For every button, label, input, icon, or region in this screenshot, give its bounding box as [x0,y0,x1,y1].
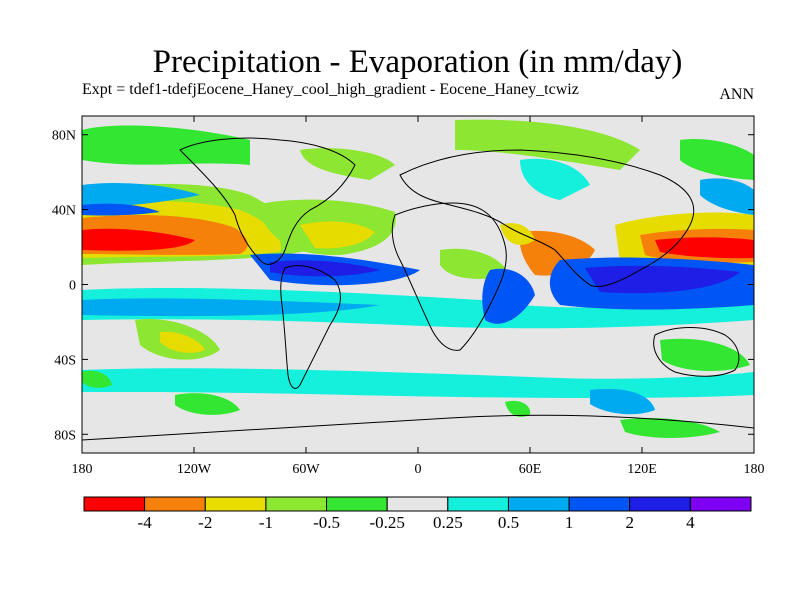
lat-tick-label: 0 [69,279,76,294]
axis-ticks: 80N 40N 0 40S 80S 180 120W 60W 0 60E 120E 180 [52,116,765,477]
field-region [590,388,655,415]
colorbar-label: 2 [625,513,634,532]
lon-tick-label: 180 [72,462,93,477]
colorbar-swatch [386,496,449,512]
coastline-australia [653,327,740,377]
colorbar-swatch [83,496,146,512]
colorbar-label: -1 [259,513,273,532]
coastline-north-america [179,137,356,265]
field-region [300,148,395,180]
lon-tick-label: 60W [292,462,320,477]
field-region [660,338,750,372]
lon-tick-label: 120W [177,462,212,477]
field-region [82,183,200,207]
colorbar-swatch [629,496,691,512]
field-region [270,260,380,277]
map-panel: 80N 40N 0 40S 80S 180 120W 60W 0 60E 120E 180 [52,115,765,477]
lat-tick-label: 80S [54,428,76,443]
field-region [520,158,590,200]
colorbar-swatch [689,496,752,512]
field-region [482,268,535,324]
colorbar-label: 0.5 [498,513,519,532]
coastline-antarctica [82,414,754,441]
coastline-eurasia [399,149,695,287]
colorbar-swatch [326,496,388,512]
field-region [82,228,195,251]
colorbar-label: 4 [686,513,695,532]
colorbar-swatch [144,496,206,512]
field-region [175,393,240,415]
coastline-africa [391,202,507,351]
colorbar-swatch [204,496,267,512]
colorbar-label: 0.25 [433,513,463,532]
lon-tick-label: 120E [627,462,657,477]
lat-tick-label: 80N [52,129,76,144]
field-region [620,418,720,438]
field-region [82,288,754,329]
field-region [500,223,535,245]
colorbar-label: -0.5 [313,513,340,532]
field-contours [82,119,754,438]
colorbar-label: -0.25 [369,513,404,532]
colorbar-swatch [568,496,631,512]
colorbar: -4 -2 -1 -0.5 -0.25 0.25 0.5 1 2 4 [83,496,752,532]
lat-tick-label: 40N [52,204,76,219]
field-region [680,139,754,180]
coastlines [82,137,754,441]
lon-tick-label: 60E [519,462,542,477]
field-region [82,368,754,399]
lon-tick-label: 180 [744,462,765,477]
season-label: ANN [719,86,754,103]
field-region [585,265,740,294]
field-region [82,298,380,317]
field-region [82,203,160,216]
lon-tick-label: 0 [415,462,422,477]
colorbar-swatch [265,496,328,512]
experiment-subtitle: Expt = tdef1-tdefjEocene_Haney_cool_high… [82,81,579,98]
field-region [160,331,205,353]
field-region [300,221,375,249]
colorbar-swatch [447,496,509,512]
field-region [82,370,112,388]
colorbar-label: -2 [198,513,212,532]
field-region [655,237,754,259]
map-title: Precipitation - Evaporation (in mm/day) [152,44,683,80]
coastline-south-america [280,265,341,389]
colorbar-label: 1 [565,513,574,532]
field-region [82,125,250,165]
lat-tick-label: 40S [54,353,76,368]
colorbar-swatch [507,496,570,512]
field-region [505,400,531,417]
field-region [700,178,754,215]
colorbar-label: -4 [138,513,153,532]
